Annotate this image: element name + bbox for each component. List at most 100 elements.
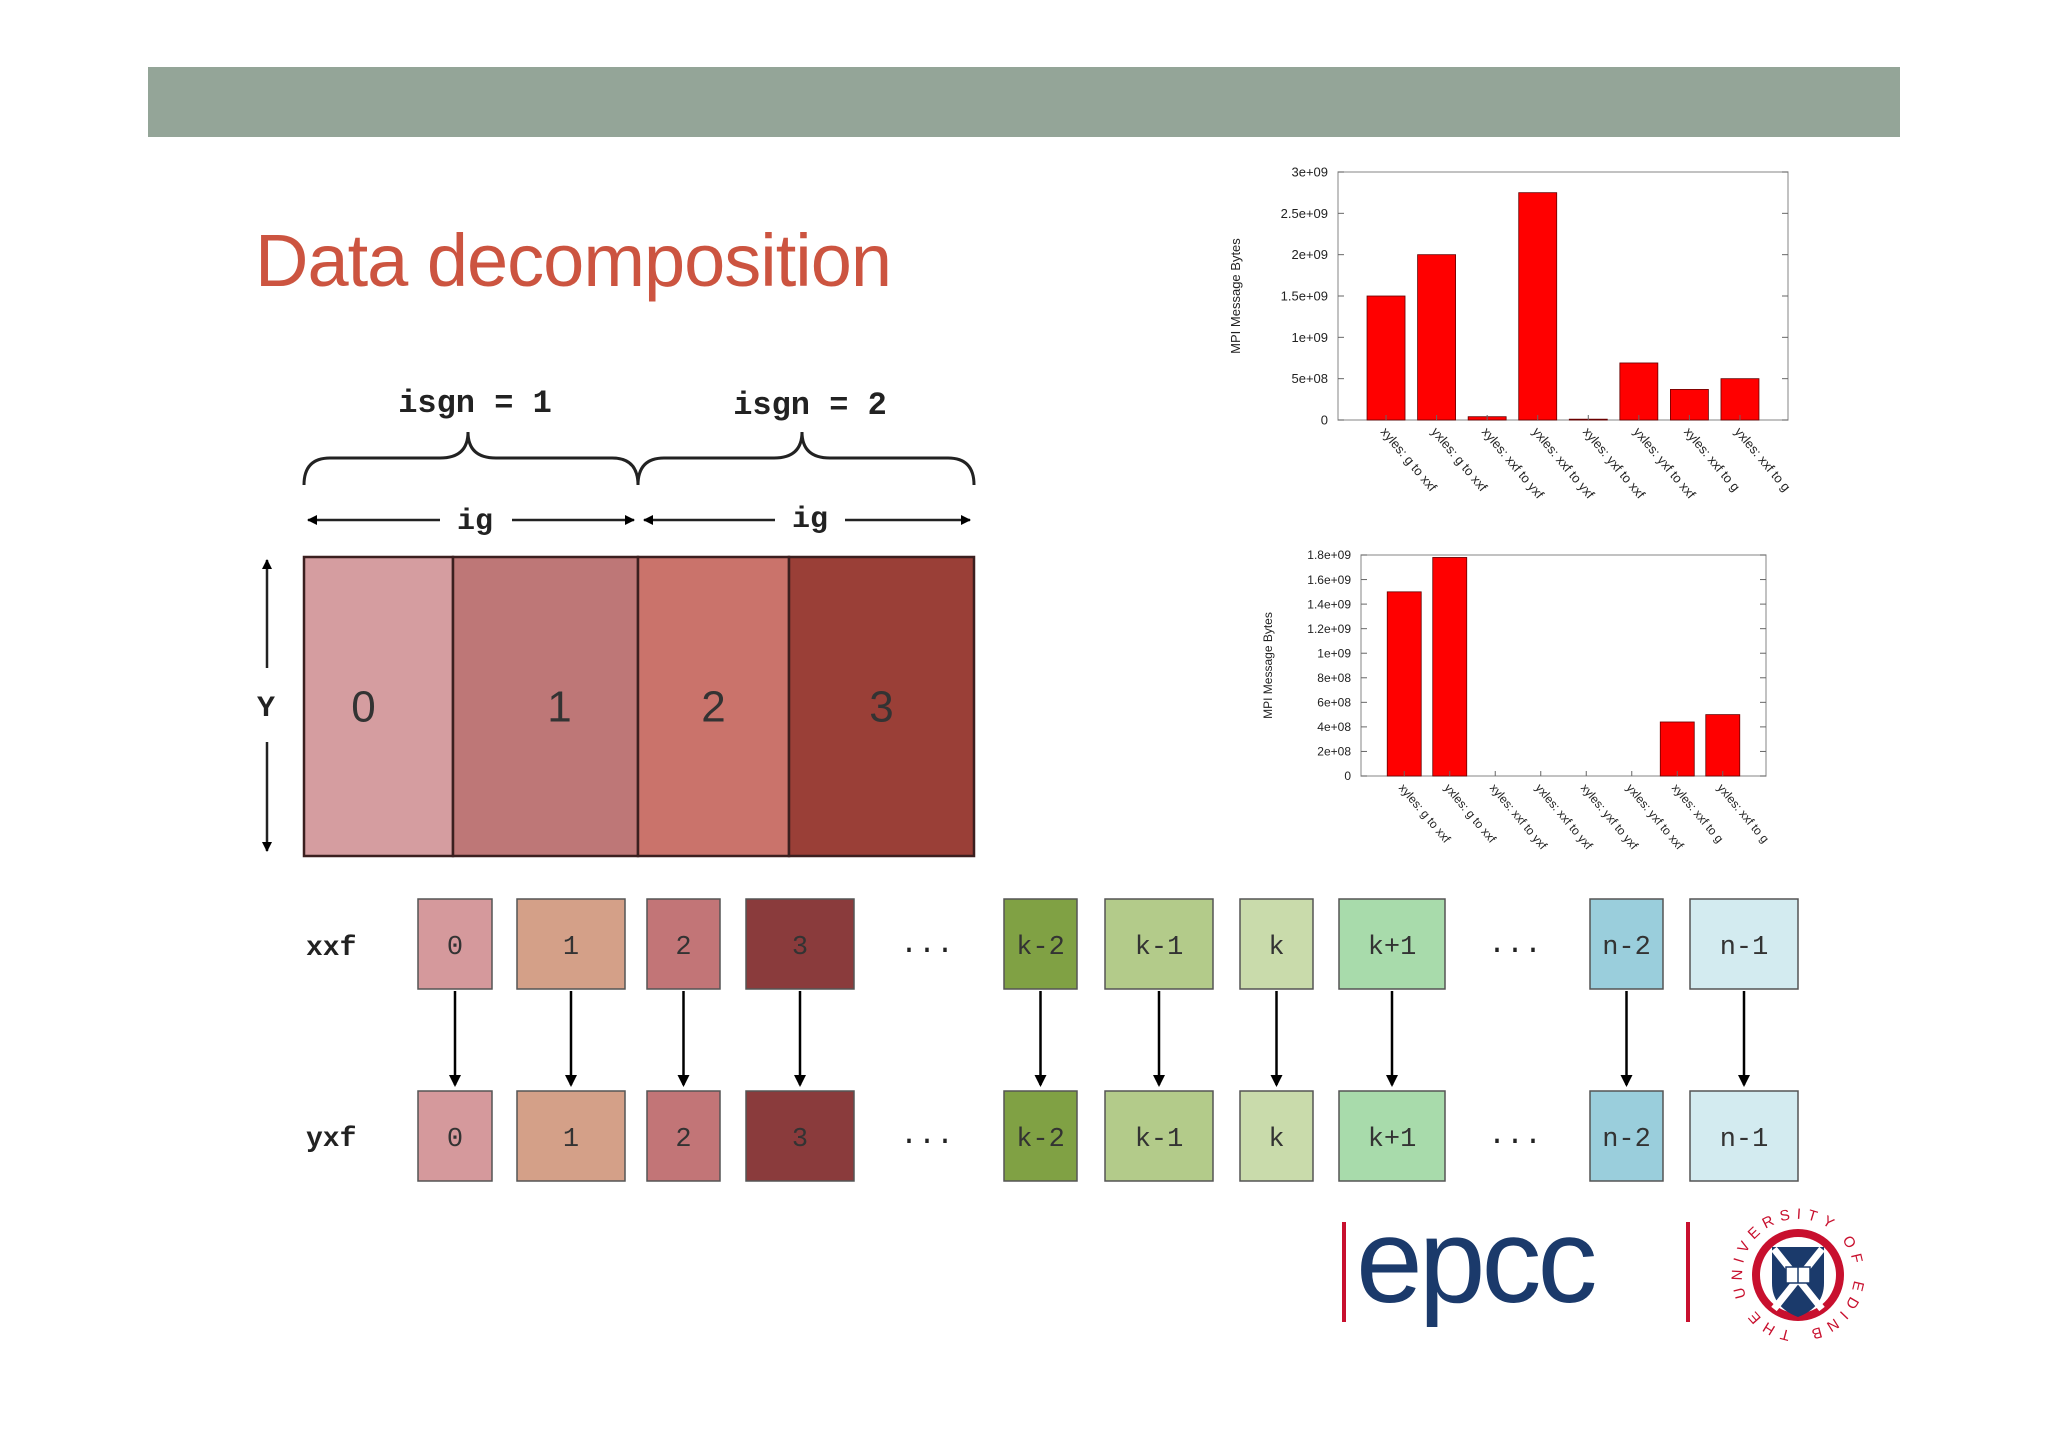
epcc-logo-bar-left [1342,1222,1346,1322]
y-tick-label: 2e+08 [1317,745,1351,759]
yxf-cell-label: 1 [563,1125,579,1155]
yxf-cell-label: k+1 [1368,1125,1417,1155]
decomp-block-label: 0 [351,683,375,732]
yxf-cell-1 [516,1090,626,1182]
decomp-block-label: 1 [547,683,571,732]
y-tick-label: 1e+09 [1291,330,1328,345]
xxf-cell-9 [1689,898,1799,990]
ellipsis-yxf-1: ... [900,1119,954,1153]
yxf-cell-0 [417,1090,493,1182]
epcc-logo-bar-right [1686,1222,1690,1322]
yxf-cell-label: k [1268,1125,1284,1155]
isgn-1-label: isgn = 1 [398,385,552,422]
epcc-logo-text: epcc [1356,1216,1594,1328]
chart-frame [1337,171,1789,421]
xxf-cell-label: n-1 [1720,933,1769,963]
ellipsis-yxf-2: ... [1488,1119,1542,1153]
xxf-cell-6 [1239,898,1314,990]
y-tick-label: 0 [1321,413,1328,428]
epcc-logo: epcc [1338,1194,1696,1328]
bar [1705,714,1741,777]
chart-bottom: 0 2e+08 4e+08 6e+08 8e+08 1e+09 1.2e+09 1.4e+09… [1261,548,1772,853]
yxf-cell-label: n-1 [1720,1125,1769,1155]
y-tick-label: 1.5e+09 [1281,289,1328,304]
y-tick-label: 0 [1344,769,1351,783]
yxf-cell-label: n-2 [1602,1125,1651,1155]
y-axis-label: MPI Message Bytes [1228,238,1243,354]
bar [1518,192,1558,421]
y-tick-label: 5e+08 [1291,371,1328,386]
xxf-cell-label: 1 [563,933,579,963]
decomp-block-0 [302,555,455,858]
bar [1720,378,1760,421]
y-tick-label: 4e+08 [1317,720,1351,734]
bar [1432,557,1468,777]
xxf-cell-2 [646,898,721,990]
y-tick-label: 1.2e+09 [1307,622,1351,636]
row-label-xxf: xxf [306,933,356,964]
y-tick-label: 1.6e+09 [1307,573,1351,587]
bar [1670,389,1709,421]
yxf-cell-6 [1239,1090,1314,1182]
decomp-block-label: 2 [701,683,725,732]
yxf-cell-3 [745,1090,855,1182]
xxf-cell-1 [516,898,626,990]
xxf-cell-3 [745,898,855,990]
yxf-cell-label: k-2 [1016,1125,1065,1155]
ellipsis-xxf-1: ... [900,928,954,962]
bar [1659,721,1695,777]
decomp-block-3 [787,555,976,858]
xxf-cell-label: 3 [792,933,808,963]
y-tick-label: 1.4e+09 [1307,597,1351,611]
xxf-cell-label: k-2 [1016,933,1065,963]
xxf-cell-label: k [1268,933,1284,963]
y-tick-label: 3e+09 [1291,165,1328,180]
yxf-cell-7 [1338,1090,1446,1182]
xxf-cell-0 [417,898,493,990]
xxf-cell-5 [1104,898,1214,990]
bar [1417,254,1456,421]
isgn-2-label: isgn = 2 [733,387,887,424]
decomp-block-1 [451,555,640,858]
y-tick-label: 2.5e+09 [1281,206,1328,221]
yxf-cell-4 [1003,1090,1078,1182]
yxf-cell-9 [1689,1090,1799,1182]
ellipsis-xxf-2: ... [1488,928,1542,962]
xxf-cell-4 [1003,898,1078,990]
y-tick-label: 1e+09 [1317,646,1351,660]
yxf-cell-8 [1589,1090,1664,1182]
chart-frame [1360,554,1767,777]
yxf-cell-label: 2 [675,1125,691,1155]
y-tick-label: 2e+09 [1291,247,1328,262]
xxf-cell-8 [1589,898,1664,990]
university-seal: THE UNIVERSITY OF EDINBURGH [1707,1190,1880,1349]
xxf-cell-label: 2 [675,933,691,963]
y-axis-label: Y [257,692,275,726]
row-label-yxf: yxf [306,1124,356,1155]
y-tick-label: 6e+08 [1317,696,1351,710]
y-tick-label: 8e+08 [1317,671,1351,685]
yxf-cell-label: 3 [792,1125,808,1155]
bar [1386,591,1422,777]
bar [1366,295,1406,421]
chart-top: 0 5e+08 1e+09 1.5e+09 2e+09 2.5e+09 3e+09 MPI M… [1228,165,1794,502]
header-bar [148,67,1900,137]
yxf-cell-5 [1104,1090,1214,1182]
xxf-cell-label: k-1 [1135,933,1184,963]
slide-title: Data decomposition [255,219,892,302]
xxf-cell-label: n-2 [1602,933,1651,963]
decomp-block-label: 3 [869,683,893,732]
y-tick-label: 1.8e+09 [1307,548,1351,562]
y-axis-label: MPI Message Bytes [1261,612,1275,719]
yxf-cell-2 [646,1090,721,1182]
brace-right [636,431,976,486]
bar [1619,362,1659,421]
ig-label-1: ig [457,505,493,539]
xxf-cell-label: 0 [447,933,463,963]
yxf-cell-label: 0 [447,1125,463,1155]
ig-label-2: ig [792,503,828,537]
brace-left [302,431,640,486]
xxf-cell-7 [1338,898,1446,990]
